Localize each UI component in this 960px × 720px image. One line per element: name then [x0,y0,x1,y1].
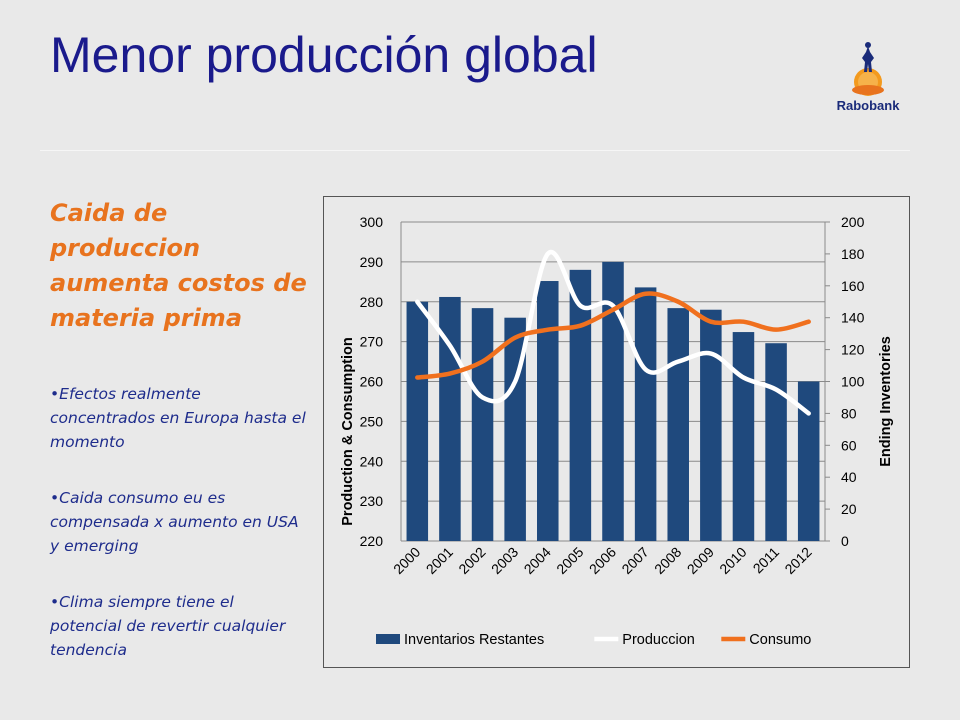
legend-label: Inventarios Restantes [404,632,544,648]
y2-tick-label: 100 [841,374,865,390]
chart: 3002902802702602502402302202001801601401… [340,214,894,648]
y2-tick-label: 0 [841,533,849,549]
x-tick-label: 2003 [488,544,521,577]
y-tick-label: 280 [360,294,384,310]
y2-tick-label: 120 [841,342,865,358]
section-heading: Caida de produccion aumenta costos de ma… [50,199,307,332]
y2-tick-label: 140 [841,310,865,326]
x-tick-label: 2008 [651,544,684,577]
y-tick-label: 290 [360,254,384,270]
bar [504,317,526,541]
legend-swatch [376,634,400,644]
bullet-item: •Caida consumo eu es compensada x aument… [50,489,299,555]
logo-text: Rabobank [836,98,900,113]
y2-tick-label: 20 [841,501,857,517]
y2-tick-label: 180 [841,246,865,262]
bar [602,261,624,541]
x-tick-label: 2007 [618,544,651,577]
x-tick-label: 2006 [586,544,619,577]
x-tick-label: 2009 [684,544,717,577]
y2-tick-label: 200 [841,214,865,230]
bar [732,332,755,541]
y2-tick-label: 80 [841,405,857,421]
y2-axis-title: Ending Inventories [878,336,894,467]
chart-panel: 300 290 280 270 260 250 240 230 220 200 180 160 140 1… [323,196,910,668]
y-tick-label: 300 [360,214,384,230]
bar [634,287,657,541]
bar [667,308,689,541]
divider [40,150,910,151]
x-tick-label: 2000 [390,544,423,577]
bar [797,381,820,541]
x-tick-label: 2011 [750,544,783,577]
x-tick-label: 2004 [521,544,554,577]
y-axis-title: Production & Consumption [340,337,356,525]
x-tick-label: 2005 [553,544,586,577]
rabobank-logo-icon [852,42,884,96]
x-tick-label: 2012 [781,544,814,577]
bullet-item: •Clima siempre tiene el potencial de rev… [50,593,286,659]
x-tick-label: 2001 [423,544,456,577]
produccion-line [415,249,811,416]
y2-tick-label: 40 [841,469,857,485]
y2-tick-label: 60 [841,437,857,453]
y-tick-label: 270 [360,334,384,350]
bar [537,281,559,541]
y-tick-label: 230 [360,493,384,509]
page-title: Menor producción global [50,27,598,83]
legend-label: Produccion [622,632,695,648]
x-tick-label: 2002 [455,544,488,577]
consumo-line [415,291,811,380]
x-tick-label: 2010 [716,544,749,577]
y-tick-label: 260 [360,374,384,390]
bar [765,343,787,541]
y-tick-label: 220 [360,533,384,549]
bullet-item: •Efectos realmente concentrados en Europ… [50,385,306,451]
bullet-text: Efectos realmente concentrados en Europa… [50,385,306,451]
bar [700,309,722,541]
y2-tick-label: 160 [841,278,865,294]
bar [569,269,592,541]
y-tick-label: 240 [360,453,384,469]
bullet-text: Clima siempre tiene el potencial de reve… [50,593,286,659]
legend-label: Consumo [749,632,811,648]
y-tick-label: 250 [360,413,384,429]
bar [471,308,494,541]
bullet-text: Caida consumo eu es compensada x aumento… [50,489,299,555]
bar [406,301,429,541]
